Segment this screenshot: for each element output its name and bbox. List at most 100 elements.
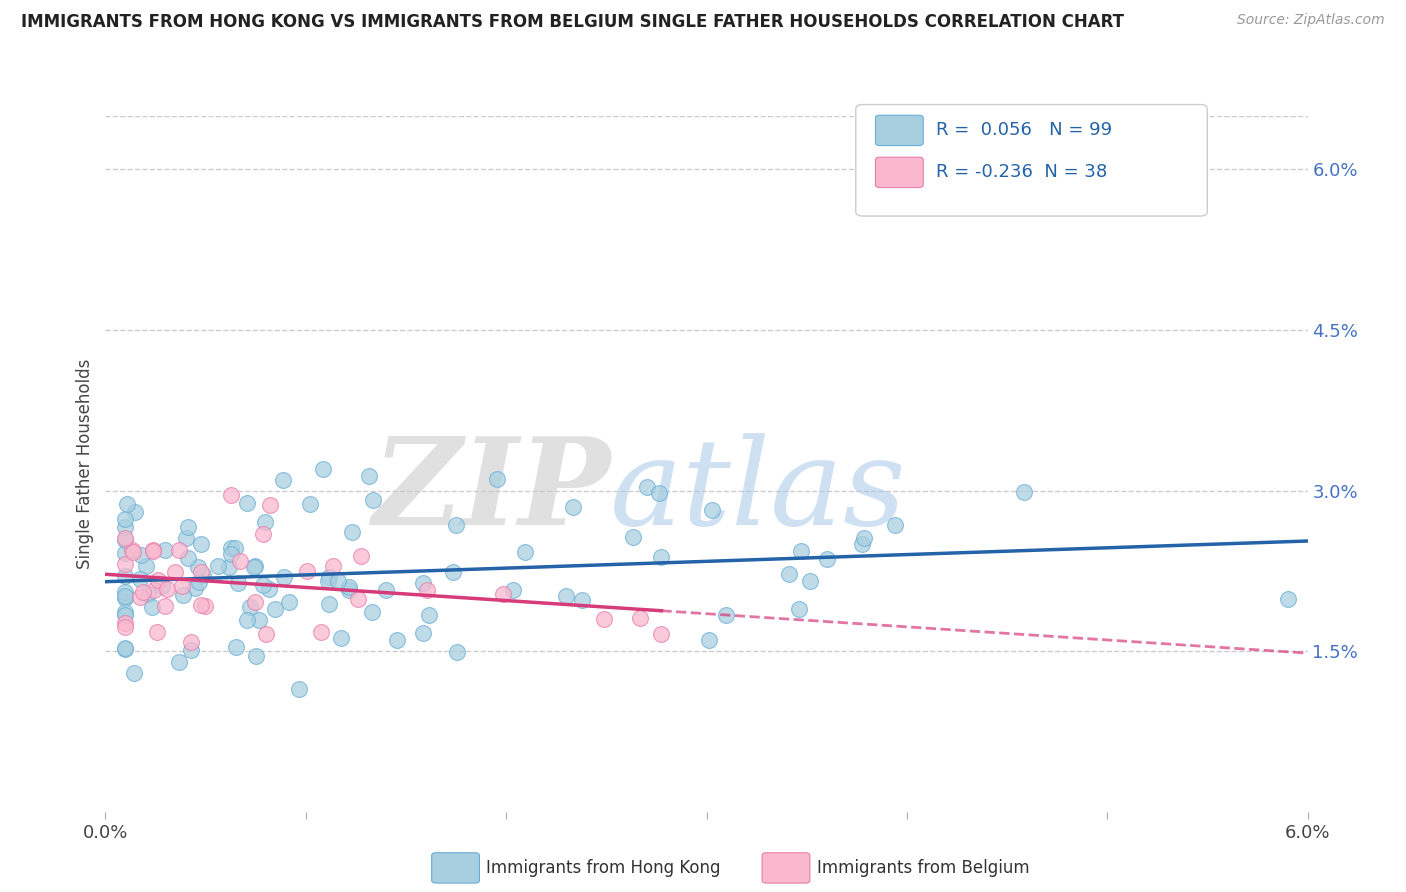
Point (650, 549, 672, 564)
Point (361, 605, 384, 619)
Point (361, 492, 384, 507)
Point (318, 597, 340, 611)
Point (277, 595, 299, 609)
Point (778, 566, 800, 581)
Point (235, 496, 257, 510)
Point (239, 599, 262, 614)
Point (297, 564, 319, 578)
Point (129, 572, 152, 586)
Point (114, 568, 136, 582)
Point (316, 574, 339, 589)
Point (298, 497, 321, 511)
Point (252, 577, 274, 591)
Point (177, 551, 200, 566)
Point (853, 531, 876, 545)
Point (252, 527, 274, 541)
Point (815, 552, 838, 566)
Point (247, 613, 270, 627)
Text: Immigrants from Hong Kong: Immigrants from Hong Kong (486, 859, 721, 877)
Point (593, 612, 616, 626)
Point (218, 559, 240, 574)
Point (114, 608, 136, 623)
Point (555, 590, 578, 604)
Point (219, 541, 242, 555)
Point (243, 559, 266, 574)
Point (167, 655, 190, 669)
Point (146, 573, 169, 587)
Point (271, 473, 294, 487)
Point (441, 565, 464, 579)
Point (264, 602, 287, 616)
Point (236, 613, 259, 627)
Point (153, 599, 176, 613)
Point (146, 625, 169, 640)
Point (114, 533, 136, 547)
Text: Source: ZipAtlas.com: Source: ZipAtlas.com (1237, 13, 1385, 28)
Point (1012, 485, 1035, 500)
Point (330, 631, 353, 645)
Point (180, 635, 202, 649)
Point (337, 583, 360, 598)
Point (135, 558, 157, 573)
Point (444, 518, 467, 533)
Point (114, 557, 136, 571)
Point (851, 537, 873, 551)
Text: R =  0.056   N = 99: R = 0.056 N = 99 (936, 121, 1112, 139)
Point (650, 627, 672, 641)
Point (129, 548, 152, 562)
Point (155, 542, 177, 557)
Point (190, 598, 212, 612)
Point (207, 559, 229, 574)
Point (287, 682, 309, 697)
Point (219, 488, 242, 502)
Point (114, 531, 136, 545)
Point (342, 524, 364, 539)
Point (114, 546, 136, 560)
Point (385, 633, 408, 648)
Point (115, 497, 138, 511)
Point (412, 625, 434, 640)
Point (789, 601, 811, 615)
Point (571, 593, 593, 607)
Point (226, 576, 249, 591)
Point (114, 584, 136, 599)
Point (259, 499, 281, 513)
Point (311, 624, 333, 639)
Point (121, 542, 143, 557)
Point (188, 574, 211, 589)
Point (702, 503, 724, 517)
Point (254, 627, 277, 641)
Point (621, 530, 644, 544)
Point (254, 515, 277, 529)
Point (131, 585, 153, 599)
Point (143, 582, 166, 597)
Point (884, 517, 907, 532)
Point (114, 519, 136, 533)
Point (124, 665, 146, 680)
Point (180, 643, 202, 657)
Point (183, 581, 205, 595)
Point (167, 543, 190, 558)
Point (411, 575, 433, 590)
Point (136, 587, 159, 601)
Point (243, 560, 266, 574)
Point (492, 587, 515, 601)
Point (150, 579, 173, 593)
Point (357, 469, 380, 483)
Point (114, 589, 136, 603)
Point (174, 531, 197, 545)
Point (346, 592, 368, 607)
Point (122, 545, 145, 559)
Point (190, 537, 212, 551)
Point (224, 541, 246, 555)
Point (318, 570, 340, 584)
Point (350, 549, 373, 563)
Text: ZIP: ZIP (373, 433, 610, 551)
Point (141, 600, 163, 615)
Point (485, 472, 508, 486)
Point (114, 512, 136, 526)
Y-axis label: Single Father Households: Single Father Households (76, 359, 94, 569)
Point (790, 544, 813, 558)
Point (219, 547, 242, 561)
Point (1277, 592, 1299, 607)
